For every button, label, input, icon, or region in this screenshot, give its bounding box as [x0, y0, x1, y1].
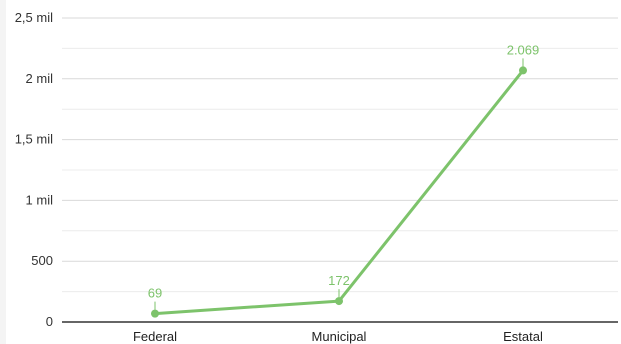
y-axis: 0 500 1 mil 1,5 mil 2 mil 2,5 mil — [15, 10, 53, 329]
y-tick-label: 0 — [46, 314, 53, 329]
data-point[interactable] — [519, 66, 527, 75]
data-label: 69 — [148, 286, 162, 301]
y-tick-label: 1,5 mil — [15, 132, 53, 147]
x-axis: Federal Municipal Estatal — [62, 321, 618, 344]
y-tick-label: 1 mil — [26, 192, 54, 207]
y-tick-label: 500 — [31, 253, 53, 268]
y-tick-label: 2 mil — [26, 71, 54, 86]
data-point[interactable] — [335, 297, 343, 306]
x-tick-label: Federal — [133, 329, 177, 344]
series-layer: 69 172 2.069 — [148, 42, 540, 318]
data-point[interactable] — [151, 309, 159, 318]
y-tick-label: 2,5 mil — [15, 10, 53, 25]
left-edge — [0, 0, 6, 344]
data-label: 2.069 — [507, 42, 540, 57]
gridlines — [62, 17, 618, 293]
x-tick-label: Municipal — [312, 329, 367, 344]
x-tick-label: Estatal — [503, 329, 543, 344]
data-label: 172 — [328, 273, 350, 288]
